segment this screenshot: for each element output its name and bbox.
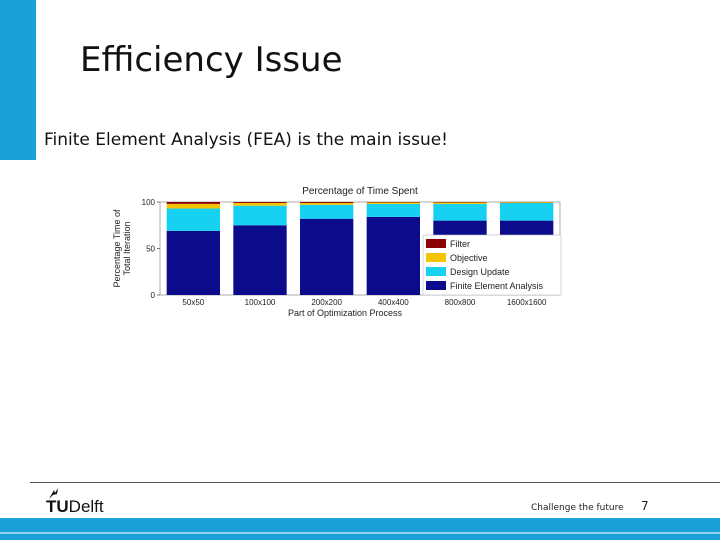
logo-delft: Delft [68,497,104,516]
legend-swatch [426,281,446,290]
x-axis-label: Part of Optimization Process [288,308,403,318]
legend-label: Objective [450,253,488,263]
bar-segment [366,216,420,295]
bar-segment [166,202,220,204]
x-tick-label: 100x100 [245,298,276,307]
bar-segment [300,204,354,219]
bullet-text: Finite Element Analysis (FEA) is the mai… [44,130,448,150]
x-tick-label: 1600x1600 [507,298,547,307]
bar-segment [366,203,420,217]
bar-segment [500,202,554,203]
legend-label: Design Update [450,267,510,277]
bar-segment [233,225,287,295]
slide-title: Efficiency Issue [80,40,343,80]
y-tick-label: 100 [142,198,156,207]
y-tick-label: 0 [151,291,156,300]
chart-title: Percentage of Time Spent [302,186,418,197]
tudelft-logo: TUDelft [46,497,104,517]
tagline: Challenge the future [531,503,624,513]
legend-label: Filter [450,239,470,249]
legend-swatch [426,239,446,248]
bar-segment [233,202,287,203]
x-tick-label: 50x50 [182,298,204,307]
bar-segment [300,218,354,295]
legend-label: Finite Element Analysis [450,281,544,291]
bar-segment [500,202,554,221]
legend-swatch [426,253,446,262]
bar-segment [366,202,420,204]
bar-segment [433,202,487,204]
x-tick-label: 800x800 [445,298,476,307]
bar-segment [166,230,220,295]
bar-segment [300,202,354,205]
bar-segment [233,202,287,206]
accent-bar [0,0,36,160]
logo-tu: TU [46,497,69,516]
tu-flame-icon [49,488,58,499]
bar-segment [166,203,220,209]
footer-divider [30,482,720,483]
bar-segment [300,202,354,203]
x-tick-label: 400x400 [378,298,409,307]
stacked-bar-chart: Percentage of Time Spent 0 50 100 Percentage… [110,180,570,320]
x-tick-label: 200x200 [311,298,342,307]
y-axis-label: Total Iteration [122,221,132,275]
y-axis-label: Percentage Time of [112,209,122,288]
footer-band [0,518,720,540]
footer-band-stripe [0,532,720,534]
bar-segment [233,205,287,226]
legend-swatch [426,267,446,276]
bar-segment [433,203,487,221]
page-number: 7 [641,499,649,513]
bar-segment [166,208,220,231]
chart-svg: Percentage of Time Spent 0 50 100 Percentage… [112,186,562,318]
y-tick-label: 50 [146,245,155,254]
